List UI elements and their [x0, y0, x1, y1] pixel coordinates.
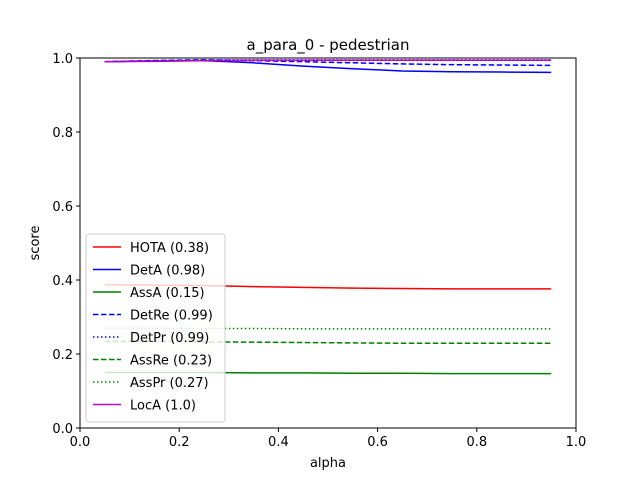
legend-label-5: AssRe (0.23) [130, 354, 212, 369]
legend: HOTA (0.38) DetA (0.98) AssA (0.15) DetRe (… [85, 233, 226, 423]
legend-label-4: DetPr (0.99) [130, 331, 209, 346]
x-tick-label: 0.8 [466, 435, 487, 450]
x-tick-label: 0.2 [169, 435, 190, 450]
y-tick-label: 0.4 [52, 274, 73, 289]
y-tick-label: 0.8 [52, 126, 73, 141]
series-line-7 [104, 59, 552, 63]
y-axis-ticks: 0.0 0.2 0.4 0.6 0.8 1.0 [52, 52, 80, 437]
series-line-6 [104, 327, 552, 330]
y-tick-label: 0.2 [52, 348, 73, 363]
chart-title: a_para_0 - pedestrian [247, 36, 410, 55]
y-tick-label: 1.0 [52, 52, 73, 67]
y-axis-label: score [28, 226, 43, 261]
x-tick-label: 0.0 [70, 435, 91, 450]
legend-label-3: DetRe (0.99) [130, 309, 213, 324]
legend-label-1: DetA (0.98) [130, 264, 205, 279]
x-tick-label: 0.6 [367, 435, 388, 450]
legend-box [85, 233, 226, 423]
legend-label-7: LocA (1.0) [130, 399, 196, 414]
y-tick-label: 0.0 [52, 422, 73, 437]
x-axis-ticks: 0.0 0.2 0.4 0.6 0.8 1.0 [70, 428, 587, 450]
legend-label-0: HOTA (0.38) [130, 241, 209, 256]
x-axis-label: alpha [310, 456, 346, 471]
x-tick-label: 0.4 [268, 435, 289, 450]
legend-label-2: AssA (0.15) [130, 286, 205, 301]
plot-frame [79, 57, 577, 429]
x-tick-label: 1.0 [566, 435, 587, 450]
y-tick-label: 0.6 [52, 200, 73, 215]
legend-label-6: AssPr (0.27) [130, 376, 209, 391]
